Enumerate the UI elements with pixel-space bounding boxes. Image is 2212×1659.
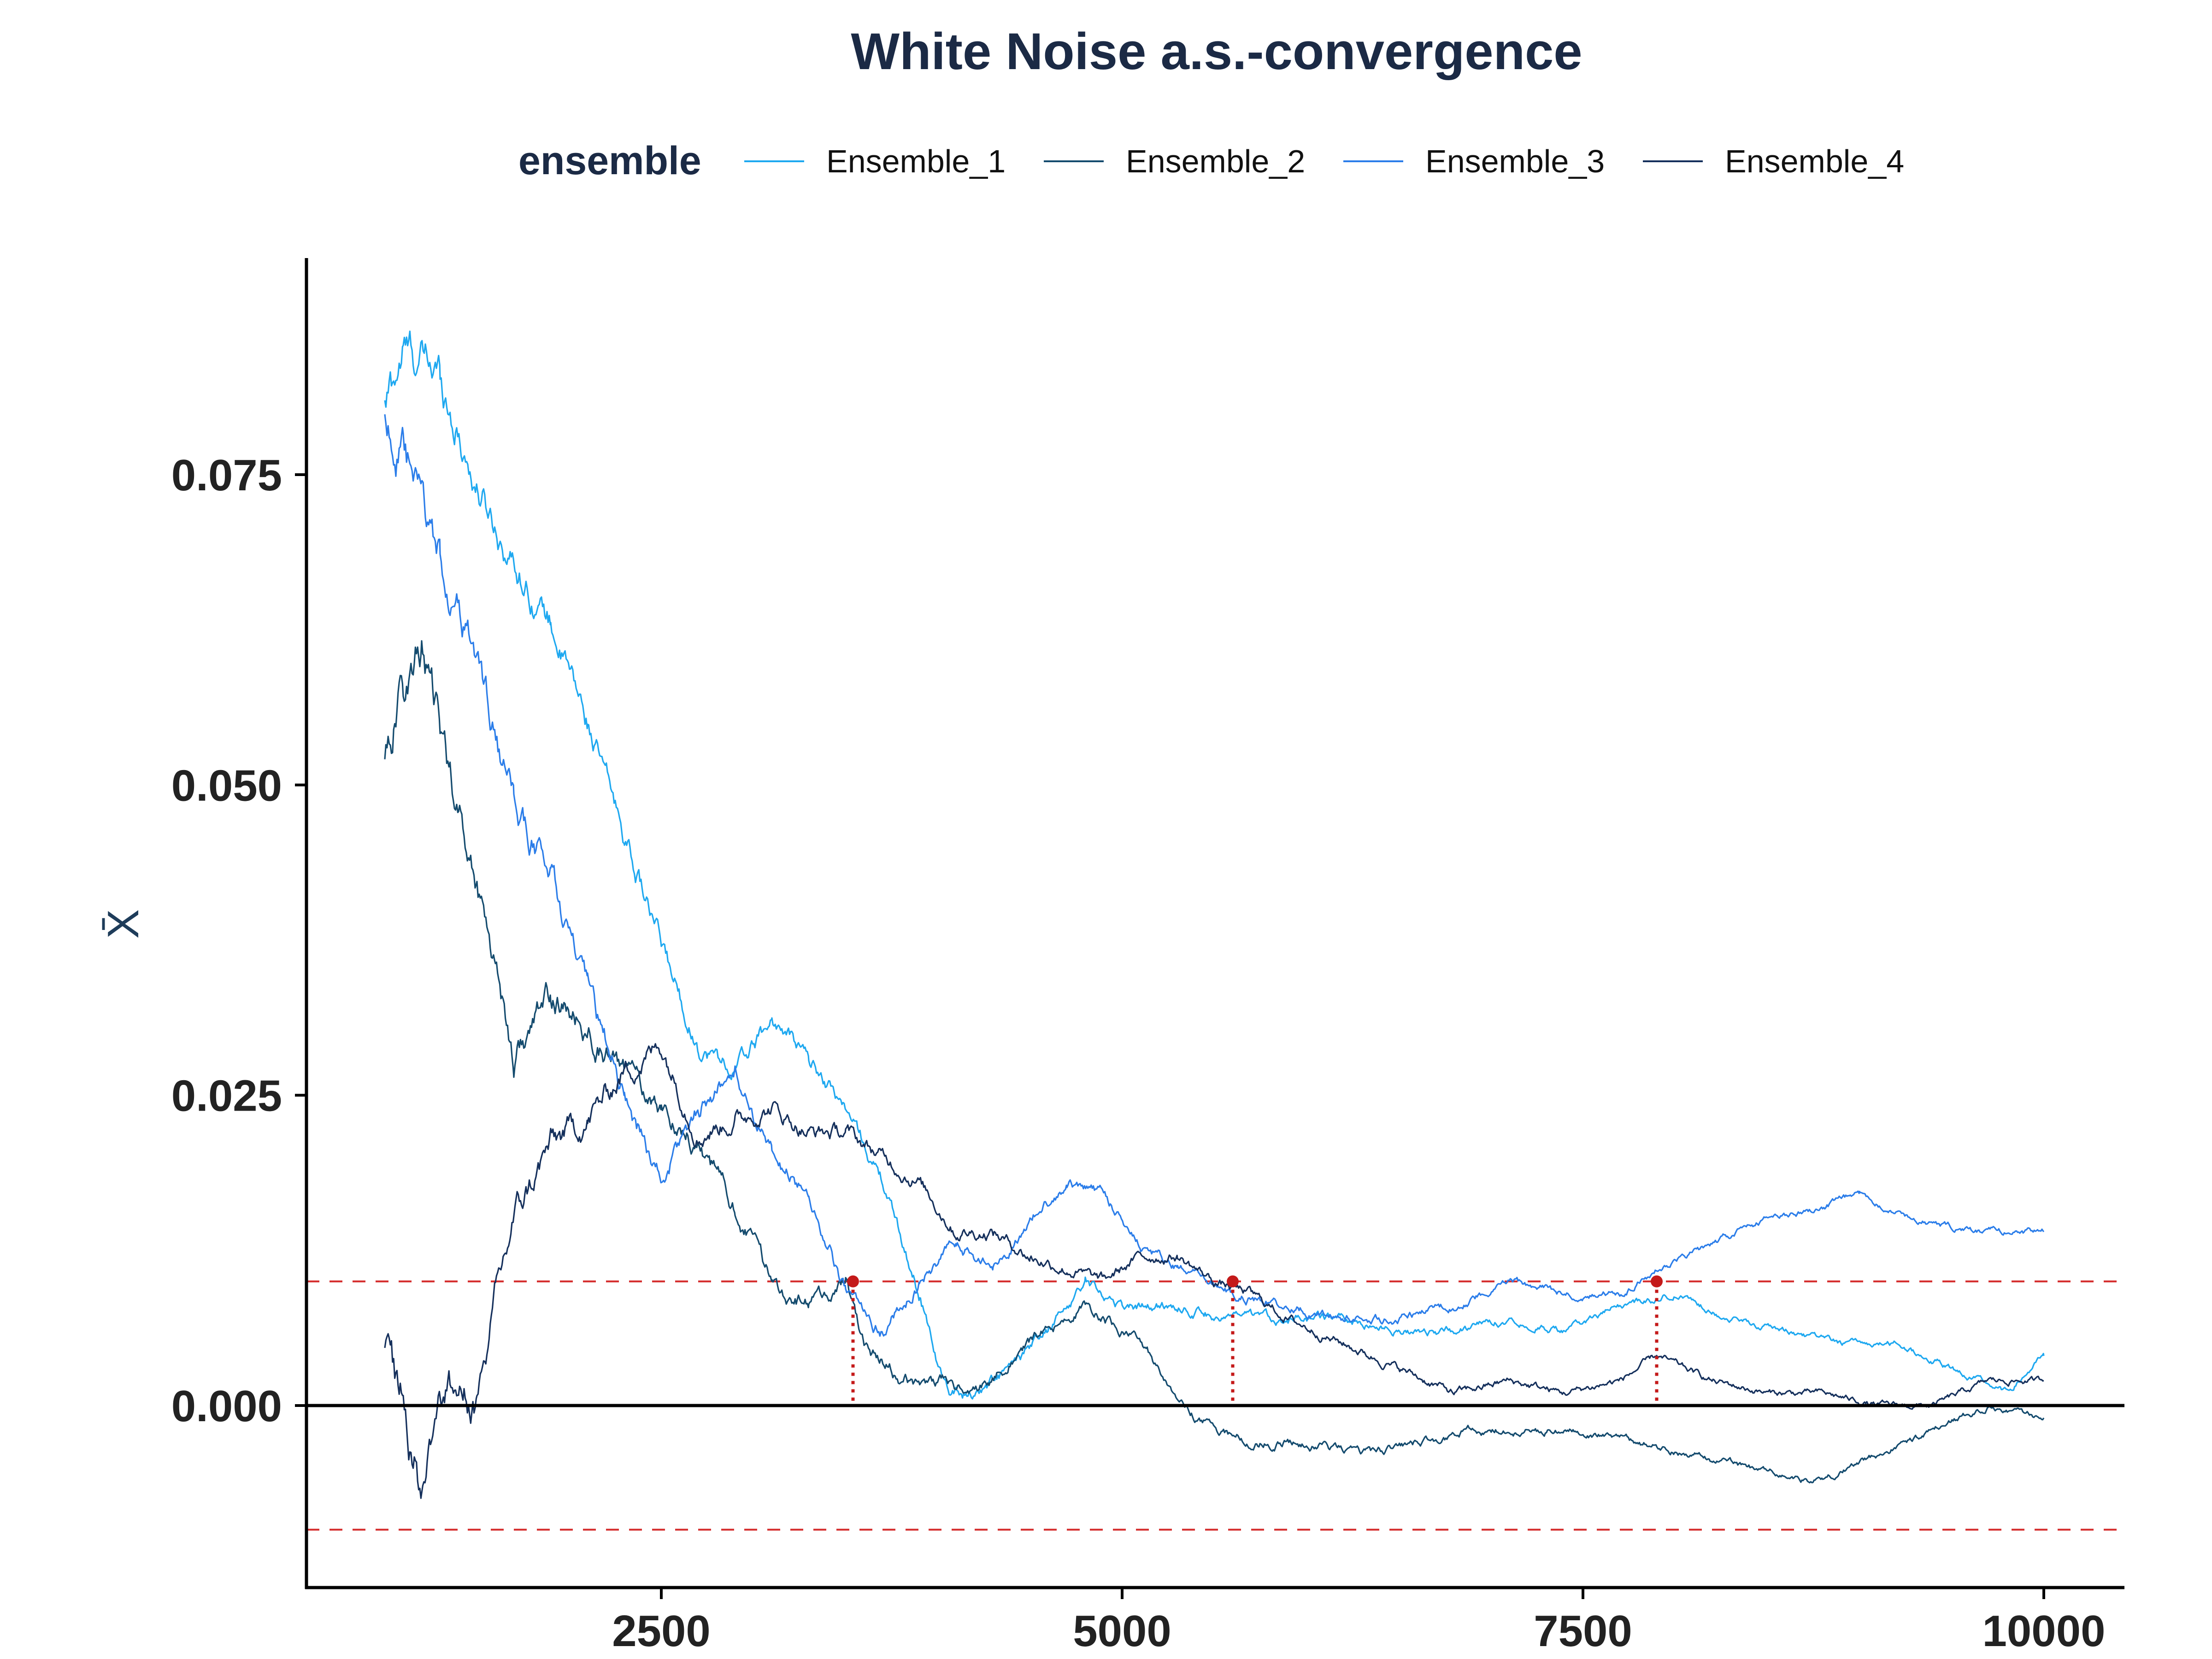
legend-label: Ensemble_4: [1725, 143, 1904, 179]
marker-point: [1227, 1275, 1239, 1288]
legend-label: Ensemble_3: [1425, 143, 1605, 179]
y-tick-label: 0.075: [171, 451, 282, 500]
y-axis-label: X̄: [99, 909, 148, 939]
plot-panel: [306, 330, 2124, 1531]
x-tick-label: 7500: [1534, 1606, 1632, 1656]
series-line-ensemble-3: [384, 414, 2045, 1337]
legend-item: Ensemble_3: [1343, 143, 1605, 179]
y-tick-label: 0.000: [171, 1382, 282, 1431]
series-line-ensemble-4: [384, 1043, 2044, 1499]
x-tick-label: 2500: [612, 1606, 711, 1656]
axes: 2500 5000 7500 10000 0.000 0.025 0.050 0.075: [171, 258, 2124, 1656]
legend-item: Ensemble_4: [1643, 143, 1904, 179]
legend-item: Ensemble_1: [744, 143, 1006, 179]
legend-items: Ensemble_1 Ensemble_2 Ensemble_3 Ensemble_4: [744, 143, 1904, 179]
y-tick-label: 0.025: [171, 1071, 282, 1121]
legend-label: Ensemble_1: [826, 143, 1006, 179]
legend-label: Ensemble_2: [1126, 143, 1305, 179]
x-ticks: 2500 5000 7500 10000: [612, 1588, 2105, 1656]
series-layer: [384, 330, 2045, 1499]
x-tick-label: 5000: [1073, 1606, 1171, 1656]
series-line-ensemble-1: [384, 330, 2045, 1400]
series-line-ensemble-2: [384, 640, 2045, 1483]
legend-title: ensemble: [518, 139, 701, 183]
legend-item: Ensemble_2: [1044, 143, 1305, 179]
legend: ensemble Ensemble_1 Ensemble_2 Ensemble_3 E…: [518, 139, 1904, 183]
x-tick-label: 10000: [1983, 1606, 2106, 1656]
y-tick-label: 0.050: [171, 761, 282, 810]
marker-point: [1651, 1275, 1663, 1288]
reference-lines: [306, 1280, 2124, 1531]
chart-title: White Noise a.s.-convergence: [851, 23, 1582, 80]
y-ticks: 0.000 0.025 0.050 0.075: [171, 451, 306, 1431]
marker-point: [847, 1275, 859, 1288]
marker-layer: [306, 1275, 2124, 1407]
